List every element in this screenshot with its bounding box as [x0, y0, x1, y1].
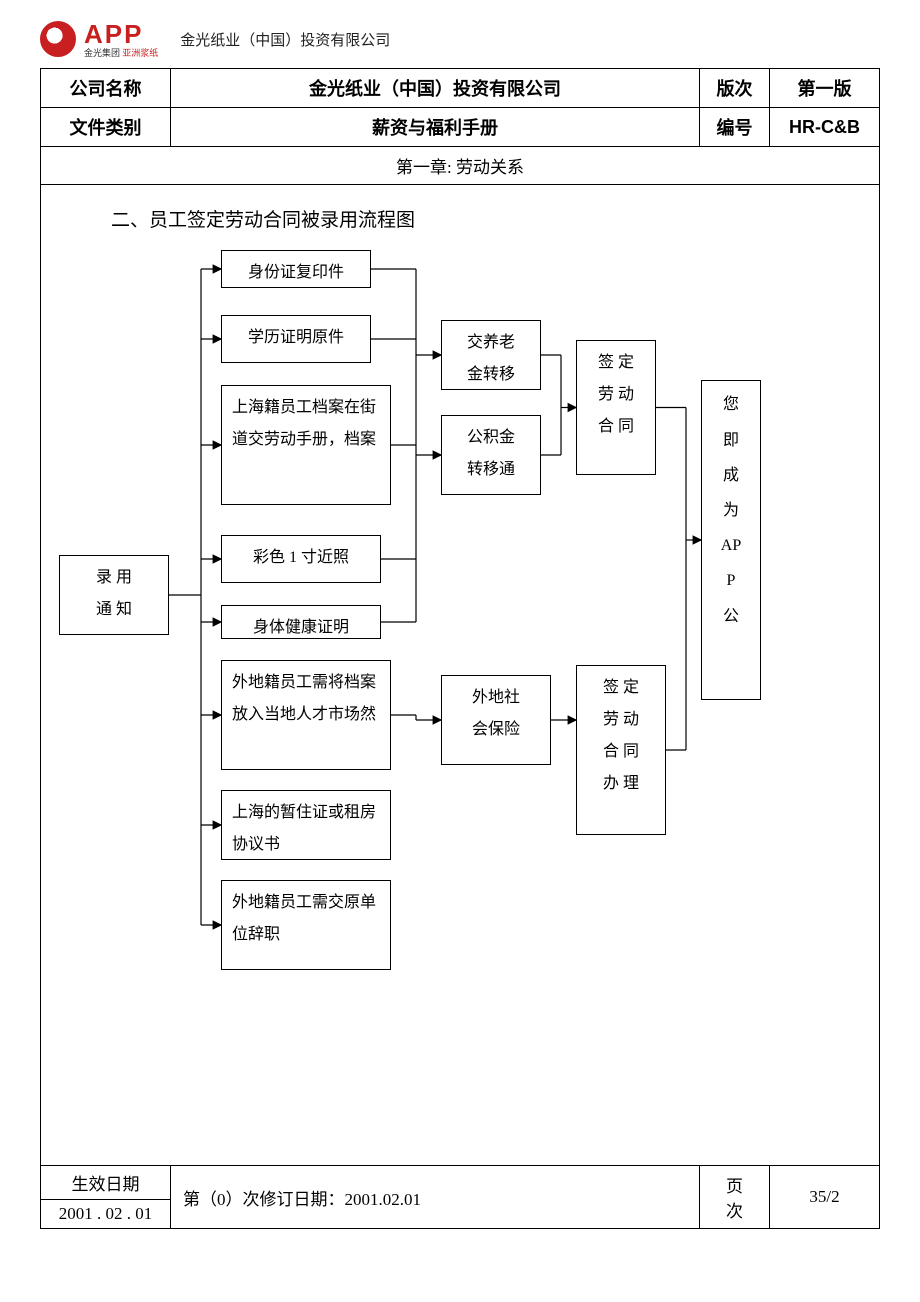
- flow-node-m1: 交养老 金转移: [441, 320, 541, 390]
- doc-header: APP 金光集团 亚洲浆纸 金光纸业（中国）投资有限公司: [40, 20, 880, 58]
- cell-code-label: 编号: [700, 108, 770, 147]
- revision-text: 第（0）次修订日期：2001.02.01: [171, 1166, 700, 1229]
- flow-node-n4: 彩色 1 寸近照: [221, 535, 381, 583]
- flow-node-n1: 身份证复印件: [221, 250, 371, 288]
- logo-sub2: 亚洲浆纸: [122, 48, 158, 58]
- flow-node-m2: 公积金 转移通: [441, 415, 541, 495]
- flow-node-n3: 上海籍员工档案在街道交劳动手册，档案: [221, 385, 391, 505]
- flow-node-final: 您 即 成 为 AP P 公: [701, 380, 761, 700]
- cell-filetype-label: 文件类别: [41, 108, 171, 147]
- meta-row-1: 公司名称 金光纸业（中国）投资有限公司 版次 第一版: [41, 69, 880, 108]
- eff-date-label: 生效日期: [41, 1166, 170, 1200]
- cell-version-label: 版次: [700, 69, 770, 108]
- flow-node-n8: 外地籍员工需交原单位辞职: [221, 880, 391, 970]
- flow-node-start: 录 用 通 知: [59, 555, 169, 635]
- logo-text-block: APP 金光集团 亚洲浆纸: [84, 20, 158, 58]
- company-name: 金光纸业（中国）投资有限公司: [180, 29, 390, 50]
- flowchart-title: 二、员工签定劳动合同被录用流程图: [111, 205, 415, 232]
- eff-date-value: 2001 . 02 . 01: [41, 1200, 170, 1228]
- flowchart-canvas: 二、员工签定劳动合同被录用流程图 录 用 通 知 身份证复印件学历证明原件上海籍员…: [41, 185, 879, 1165]
- cell-version-value: 第一版: [770, 69, 880, 108]
- app-logo-icon: [40, 21, 76, 57]
- logo-sub-row: 金光集团 亚洲浆纸: [84, 49, 158, 59]
- cell-company-label: 公司名称: [41, 69, 171, 108]
- cell-company-value: 金光纸业（中国）投资有限公司: [171, 69, 700, 108]
- page-number: 35/2: [770, 1166, 880, 1229]
- cell-code-value: HR-C&B: [770, 108, 880, 147]
- chapter-title: 第一章: 劳动关系: [41, 147, 880, 185]
- logo-sub1: 金光集团: [84, 48, 120, 58]
- chapter-row: 第一章: 劳动关系: [41, 147, 880, 185]
- document-frame: 公司名称 金光纸业（中国）投资有限公司 版次 第一版 文件类别 薪资与福利手册 …: [40, 68, 880, 1229]
- logo-app-text: APP: [84, 20, 158, 49]
- flow-node-n2: 学历证明原件: [221, 315, 371, 363]
- cell-filetype-value: 薪资与福利手册: [171, 108, 700, 147]
- flow-node-n6: 外地籍员工需将档案放入当地人才市场然: [221, 660, 391, 770]
- flow-node-m3: 外地社 会保险: [441, 675, 551, 765]
- flow-node-n5: 身体健康证明: [221, 605, 381, 639]
- flow-node-n7: 上海的暂住证或租房协议书: [221, 790, 391, 860]
- meta-row-2: 文件类别 薪资与福利手册 编号 HR-C&B: [41, 108, 880, 147]
- flow-node-c1: 签 定 劳 动 合 同: [576, 340, 656, 475]
- page-label: 页 次: [700, 1166, 770, 1229]
- flow-node-c2: 签 定 劳 动 合 同 办 理: [576, 665, 666, 835]
